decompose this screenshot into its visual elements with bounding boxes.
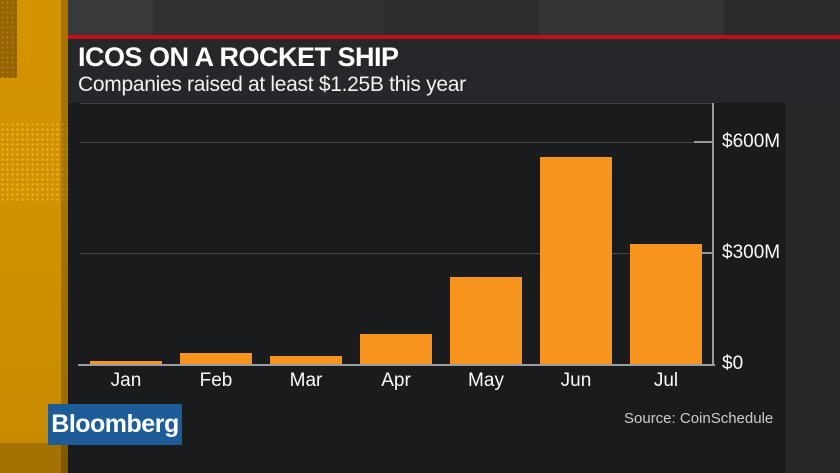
bar-apr (360, 334, 432, 364)
chart-title: ICOS ON A ROCKET SHIP (78, 42, 399, 72)
strip-edge-shadow (61, 0, 68, 473)
bar-feb (180, 353, 252, 364)
x-category-label: Apr (381, 370, 411, 391)
red-accent-line (68, 35, 840, 39)
headline-band: ICOS ON A ROCKET SHIP Companies raised a… (68, 39, 840, 103)
gridline-300 (80, 253, 712, 254)
top-texture-band (68, 0, 840, 35)
x-axis-baseline (78, 364, 715, 366)
gridline-600 (80, 142, 712, 143)
axis-tick-300 (694, 252, 712, 254)
bar-jan (90, 361, 162, 364)
strip-halftone-band (0, 122, 68, 202)
source-credit: Source: CoinSchedule (624, 410, 774, 427)
x-category-label: Mar (289, 370, 323, 391)
x-category-label: May (468, 370, 504, 391)
y-tick-label: $0 (722, 353, 744, 374)
x-category-label: Jan (110, 370, 142, 391)
y-tick-label: $300M (722, 242, 781, 263)
right-margin-panel (785, 103, 840, 473)
bar-jul (630, 244, 702, 364)
chart-subtitle: Companies raised at least $1.25B this ye… (78, 73, 466, 96)
bar-jun (540, 157, 612, 364)
axis-tick-600 (694, 141, 712, 143)
y-axis-line (712, 103, 714, 366)
x-category-label: Jul (653, 370, 679, 391)
strip-dark-corner (0, 0, 17, 78)
bar-may (450, 277, 522, 364)
y-tick-label: $600M (722, 131, 781, 152)
plot-top-border (80, 103, 713, 104)
x-category-label: Jun (560, 370, 592, 391)
left-amber-strip (0, 0, 68, 473)
x-category-label: Feb (199, 370, 233, 391)
bar-mar (270, 356, 342, 364)
bloomberg-logo: Bloomberg (48, 404, 182, 445)
strip-bottom-shadow (0, 443, 68, 473)
bloomberg-logo-text: Bloomberg (51, 410, 179, 438)
